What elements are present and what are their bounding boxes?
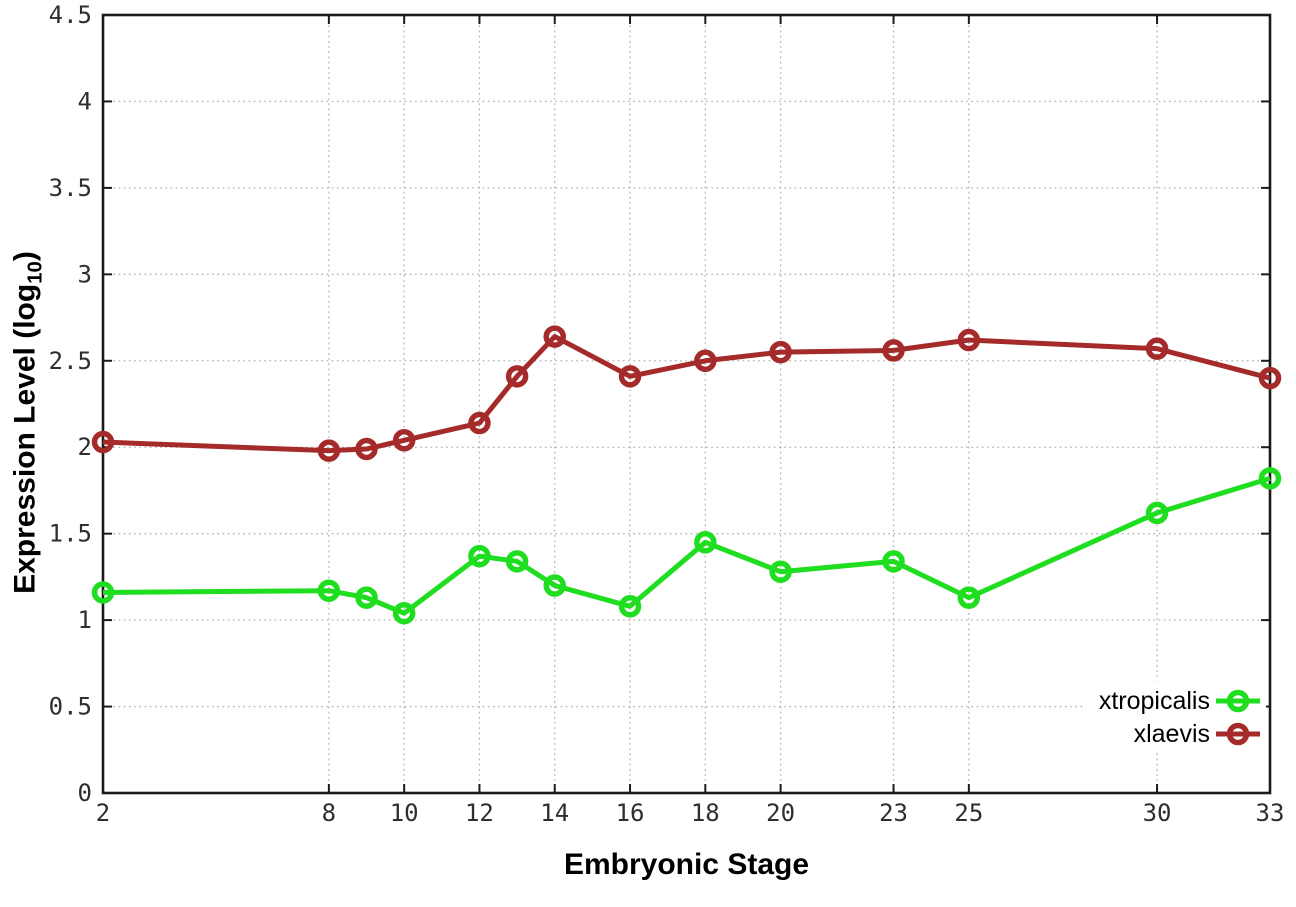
x-tick-label: 14: [540, 799, 569, 827]
data-point-xlaevis: [543, 325, 566, 348]
x-tick-label: 18: [691, 799, 720, 827]
legend-sample-marker-xtropicalis: [1226, 689, 1250, 713]
y-tick-label: 2.5: [49, 347, 92, 375]
data-point-xlaevis: [392, 429, 416, 452]
data-point-xtropicalis: [355, 586, 378, 609]
x-tick-label: 30: [1143, 799, 1172, 827]
data-point-xlaevis: [1145, 337, 1169, 360]
x-axis-title: Embryonic Stage: [563, 848, 810, 881]
data-point-xtropicalis: [505, 550, 529, 573]
data-point-xtropicalis: [1145, 501, 1169, 525]
data-point-xlaevis: [769, 340, 792, 364]
data-point-xtropicalis: [543, 574, 566, 597]
data-point-xtropicalis: [317, 579, 341, 602]
x-tick-label: 23: [879, 799, 908, 827]
x-tick-label: 10: [390, 799, 419, 827]
data-point-xtropicalis: [468, 544, 491, 568]
y-tick-label: 0.5: [49, 693, 92, 721]
x-tick-label: 16: [616, 799, 645, 827]
y-tick-label: 1.5: [49, 520, 92, 548]
data-point-xtropicalis: [392, 601, 416, 625]
y-tick-label: 3.5: [49, 174, 92, 202]
x-tick-label: 2: [96, 799, 110, 827]
data-point-xlaevis: [882, 339, 905, 362]
x-tick-label: 8: [322, 799, 336, 827]
data-point-xtropicalis: [957, 586, 981, 609]
data-point-xtropicalis: [769, 560, 792, 583]
data-point-xtropicalis: [618, 595, 642, 618]
data-point-xtropicalis: [1258, 467, 1282, 490]
y-tick-label: 4: [78, 87, 92, 115]
data-point-xlaevis: [505, 365, 529, 388]
x-tick-label: 12: [465, 799, 494, 827]
data-point-xlaevis: [694, 349, 717, 373]
x-tick-label: 25: [954, 799, 983, 827]
y-tick-label: 2: [78, 433, 92, 461]
y-tick-label: 3: [78, 260, 92, 288]
series-line-xtropicalis: [102, 475, 1271, 616]
series-line-xlaevis: [102, 334, 1271, 454]
data-point-xlaevis: [91, 430, 115, 454]
y-tick-label: 4.5: [49, 1, 92, 29]
data-point-xtropicalis: [91, 581, 115, 604]
data-point-xlaevis: [1258, 366, 1282, 390]
data-point-xtropicalis: [694, 531, 717, 554]
data-point-xtropicalis: [882, 550, 905, 573]
plot-border: [101, 13, 1272, 795]
data-point-xlaevis: [618, 365, 642, 388]
y-axis-title-text: Expression Level (log: [8, 283, 42, 594]
data-point-xlaevis: [317, 439, 341, 462]
legend-label-xlaevis: xlaevis: [1134, 720, 1210, 748]
y-tick-label: 0: [78, 779, 92, 807]
y-axis-title-suffix: ): [8, 251, 42, 262]
legend-sample-marker-xlaevis: [1226, 722, 1250, 746]
data-point-xlaevis: [355, 437, 378, 461]
y-axis-title-subscript: 10: [24, 261, 47, 284]
legend-label-xtropicalis: xtropicalis: [1099, 687, 1210, 715]
data-point-xlaevis: [468, 411, 491, 435]
x-tick-label: 20: [766, 799, 795, 827]
y-axis-title: Expression Level (log10): [9, 143, 48, 703]
data-point-xlaevis: [957, 328, 981, 352]
x-tick-label: 33: [1256, 799, 1285, 827]
y-tick-label: 1: [78, 606, 92, 634]
